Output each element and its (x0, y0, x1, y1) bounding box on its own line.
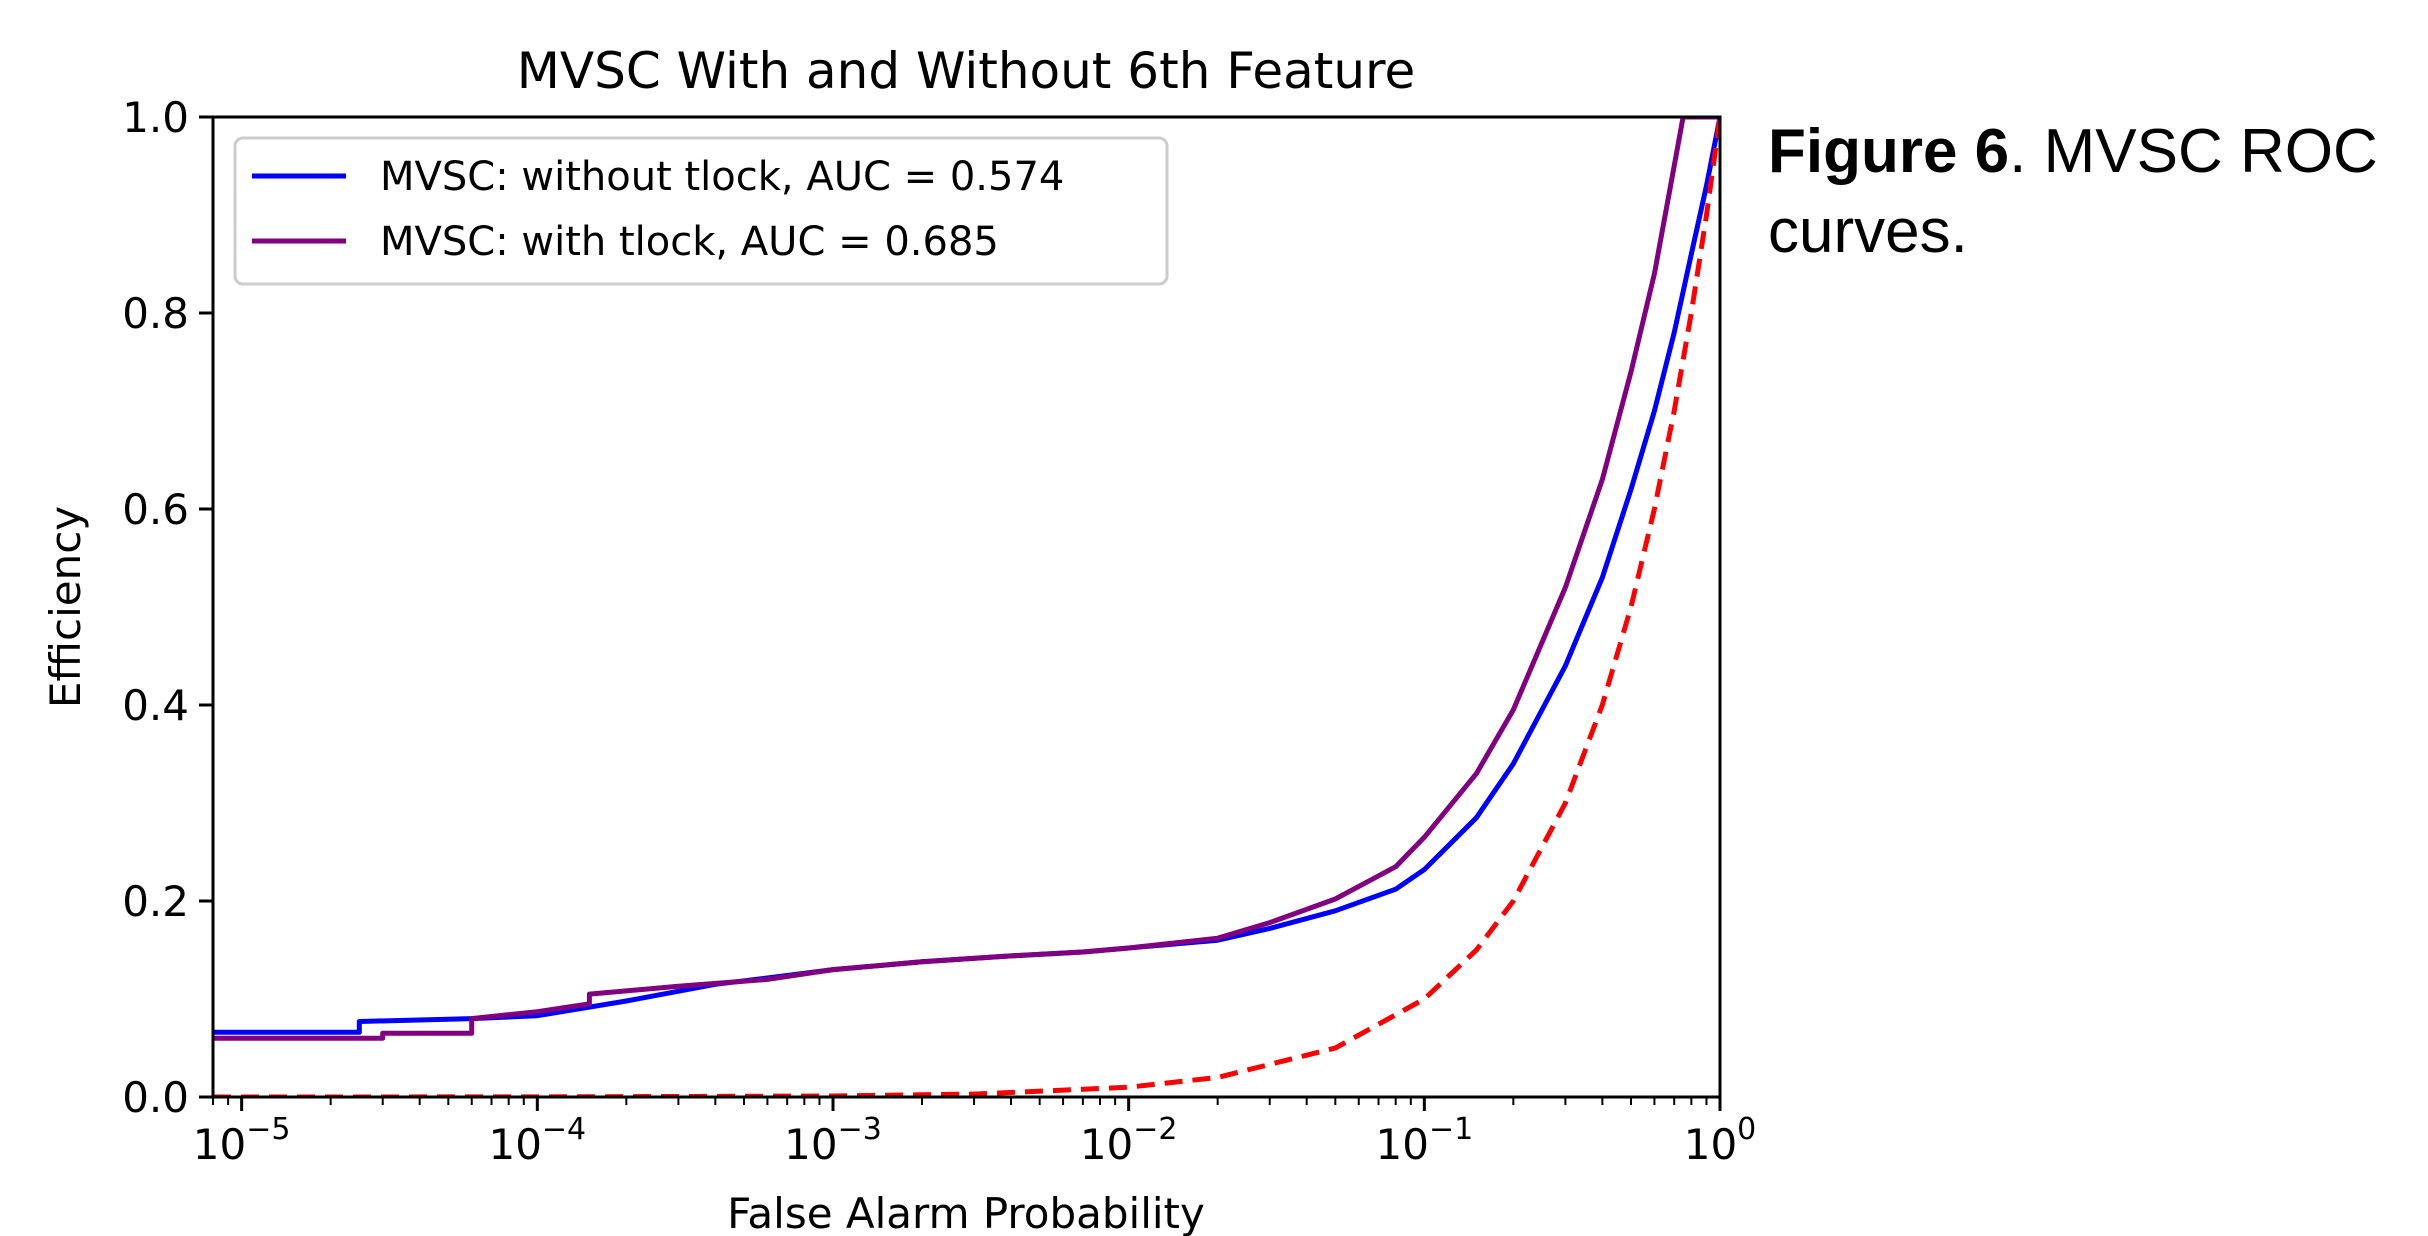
y-tick-label: 0.4 (122, 681, 189, 730)
y-tick-label: 0.0 (122, 1073, 189, 1122)
series-line-0 (213, 117, 1720, 1035)
series-layer (213, 117, 1720, 1097)
legend-label-with-tlock: MVSC: with tlock, AUC = 0.685 (380, 219, 999, 265)
x-axis-label: False Alarm Probability (727, 1189, 1205, 1236)
y-axis: 0.0 0.2 0.4 0.6 0.8 1.0 (122, 93, 213, 1122)
plot-frame (211, 115, 1722, 1099)
legend: MVSC: without tlock, AUC = 0.574 MVSC: w… (233, 136, 1169, 286)
legend-label-without-tlock: MVSC: without tlock, AUC = 0.574 (380, 154, 1064, 200)
series-line-2 (213, 117, 1720, 1097)
x-tick-label: 10−4 (488, 1112, 586, 1169)
chart-title: MVSC With and Without 6th Feature (517, 42, 1416, 100)
x-tick-label: 10−5 (193, 1112, 291, 1169)
y-tick-label: 0.6 (122, 485, 189, 534)
x-tick-label: 10−2 (1080, 1112, 1178, 1169)
y-tick-label: 0.2 (122, 877, 189, 926)
y-tick-label: 1.0 (122, 93, 189, 142)
legend-box (233, 136, 1169, 286)
y-tick-label: 0.8 (122, 289, 189, 338)
figure-caption: Figure 6. MVSC ROC curves. (1768, 112, 2418, 272)
series-line-1 (213, 117, 1720, 1041)
x-tick-label: 10−1 (1375, 1112, 1473, 1169)
x-axis: 10−5 10−4 10−3 10−2 10−1 100 (193, 1097, 1756, 1169)
roc-chart: 10−5 10−4 10−3 10−2 10−1 100 0.0 0.2 0.4 0.6 0.8 1… (41, 42, 1756, 1236)
x-tick-label: 100 (1684, 1112, 1757, 1169)
figure-number: Figure 6 (1768, 117, 2010, 186)
x-tick-label: 10−3 (784, 1112, 882, 1169)
figure-caption-text: . MVSC ROC curves. (1768, 117, 2378, 266)
y-axis-label: Efficiency (41, 506, 90, 708)
